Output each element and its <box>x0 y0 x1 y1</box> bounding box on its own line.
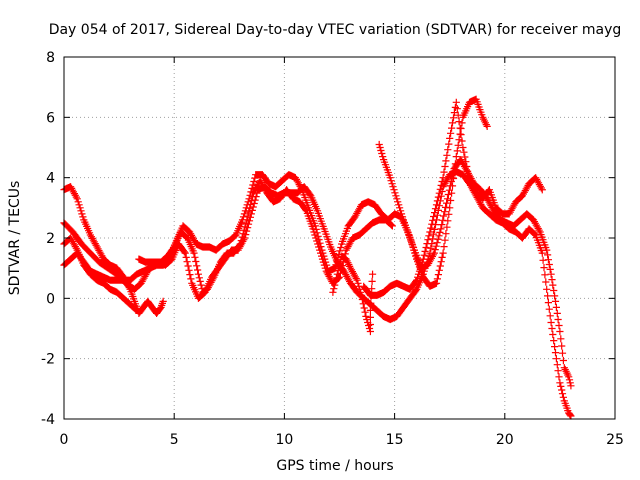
y-tick-label: -4 <box>41 412 55 428</box>
grid <box>64 57 615 419</box>
marker-plus <box>360 98 546 299</box>
y-tick-label: 8 <box>46 50 55 66</box>
x-tick-label: 10 <box>275 432 293 448</box>
marker-plus <box>375 95 491 290</box>
x-tick-label: 25 <box>606 432 624 448</box>
data-points <box>60 95 575 420</box>
series-track-6 <box>329 252 377 336</box>
marker-plus <box>135 168 575 420</box>
y-tick-label: 4 <box>46 171 55 187</box>
series-track-7 <box>375 95 491 290</box>
y-tick-label: 2 <box>46 231 55 247</box>
tick-labels: 0 5 10 15 20 25 -4 -2 0 2 4 6 8 <box>41 50 624 448</box>
y-tick-label: 0 <box>46 291 55 307</box>
series-track-8 <box>360 98 546 299</box>
x-axis-label: GPS time / hours <box>276 458 393 474</box>
series-track-3 <box>60 156 575 390</box>
axis-ticks <box>63 56 616 420</box>
x-tick-label: 15 <box>386 432 404 448</box>
x-tick-label: 20 <box>496 432 514 448</box>
marker-plus <box>60 156 575 390</box>
x-tick-label: 5 <box>170 432 179 448</box>
chart-title: Day 054 of 2017, Sidereal Day-to-day VTE… <box>49 22 622 38</box>
y-tick-label: 6 <box>46 110 55 126</box>
y-axis-label: SDTVAR / TECUs <box>7 181 23 296</box>
marker-plus <box>329 252 377 336</box>
series-track-5 <box>135 168 575 420</box>
y-tick-label: -2 <box>41 352 55 368</box>
x-tick-label: 0 <box>60 432 69 448</box>
